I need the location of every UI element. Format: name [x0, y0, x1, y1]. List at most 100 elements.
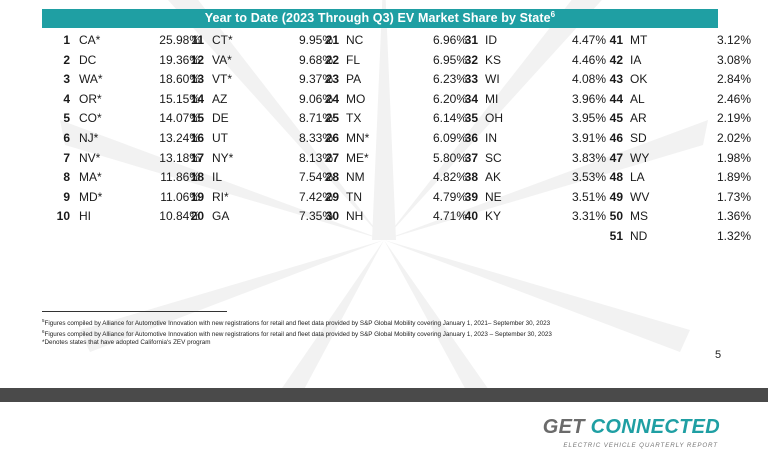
rank-number: 26: [325, 130, 339, 145]
market-share-value: 10.84%: [159, 209, 200, 224]
state-code: TN: [346, 189, 362, 204]
market-share-value: 15.15%: [159, 91, 200, 106]
market-share-value: 3.96%: [571, 91, 606, 106]
state-code: VT*: [212, 72, 233, 87]
market-share-value: 13.24%: [159, 130, 200, 145]
market-share-value: 9.95%: [298, 33, 333, 47]
state-code: PA: [346, 72, 362, 87]
rank-number: 8: [63, 170, 70, 185]
market-share-value: 19.36%: [159, 52, 200, 67]
rank-number: 44: [609, 91, 623, 106]
market-share-value: 6.96%: [432, 33, 467, 47]
table-title: Year to Date (2023 Through Q3) EV Market…: [204, 11, 551, 25]
market-share-value: 4.79%: [432, 189, 467, 204]
rank-number: 28: [325, 170, 339, 185]
rank-number: 22: [325, 52, 339, 67]
state-code: FL: [346, 52, 361, 67]
rank-number: 3: [63, 72, 70, 87]
market-share-value: 6.20%: [432, 91, 467, 106]
market-share-value: 7.42%: [298, 189, 333, 204]
state-code: KS: [485, 52, 502, 67]
state-code: AZ: [212, 91, 228, 106]
rank-number: 18: [190, 170, 204, 185]
rank-number: 19: [190, 189, 204, 204]
rank-number: 38: [464, 170, 478, 185]
rank-number: 41: [609, 33, 623, 47]
market-share-value: 6.14%: [432, 111, 467, 126]
footnote-6: 6Figures compiled by Alliance for Automo…: [42, 329, 552, 339]
rank-number: 23: [325, 72, 339, 87]
rank-number: 50: [609, 209, 623, 224]
rank-number: 13: [190, 72, 204, 87]
state-code: UT: [212, 130, 228, 145]
state-code: IL: [212, 170, 223, 185]
rank-number: 35: [464, 111, 478, 126]
market-share-value: 3.83%: [571, 150, 606, 165]
state-code: KY: [485, 209, 502, 224]
state-code: NE: [485, 189, 502, 204]
brand-name-part2: CONNECTED: [590, 416, 720, 438]
rank-number: 24: [325, 91, 339, 106]
state-code: MT: [630, 33, 648, 47]
market-share-value: 4.82%: [432, 170, 467, 185]
market-share-value: 4.47%: [571, 33, 606, 47]
state-code: SC: [485, 150, 502, 165]
footnote-zev: *Denotes states that have adopted Califo…: [42, 339, 211, 347]
footnote-5: 5Figures compiled by Alliance for Automo…: [42, 318, 551, 328]
rank-number: 42: [609, 52, 623, 67]
state-code: AR: [630, 111, 647, 126]
market-share-value: 1.32%: [716, 228, 751, 243]
rank-number: 40: [464, 209, 478, 224]
market-share-value: 2.84%: [716, 72, 751, 87]
market-share-value: 9.06%: [298, 91, 333, 106]
rank-number: 12: [190, 52, 204, 67]
market-share-value: 2.19%: [716, 111, 751, 126]
state-code: NM: [346, 170, 365, 185]
market-share-value: 9.37%: [298, 72, 333, 87]
market-share-value: 13.18%: [159, 150, 200, 165]
rank-number: 2: [63, 52, 70, 67]
footnotes: 5Figures compiled by Alliance for Automo…: [42, 317, 552, 347]
rank-number: 39: [464, 189, 478, 204]
state-code: WI: [485, 72, 500, 87]
rank-number: 47: [609, 150, 623, 165]
brand-name-part1: GET: [542, 416, 591, 438]
state-code: NC: [346, 33, 364, 47]
brand-logo: GET CONNECTED: [520, 416, 720, 439]
title-footnote-marker: 6: [550, 9, 556, 19]
rank-number: 6: [63, 130, 70, 145]
market-share-value: 3.95%: [571, 111, 606, 126]
market-share-value: 3.51%: [571, 189, 606, 204]
brand-tagline: ELECTRIC VEHICLE QUARTERLY REPORT: [563, 442, 718, 449]
rank-number: 7: [63, 150, 70, 165]
market-share-value: 4.46%: [571, 52, 606, 67]
state-code: SD: [630, 130, 647, 145]
state-code: HI: [79, 209, 91, 224]
market-share-value: 7.35%: [298, 209, 333, 224]
market-share-value: 3.31%: [571, 209, 606, 224]
state-code: MO: [346, 91, 366, 106]
market-share-value: 2.02%: [716, 130, 751, 145]
rank-number: 4: [63, 91, 70, 106]
market-share-value: 1.89%: [716, 170, 751, 185]
rank-number: 49: [609, 189, 623, 204]
state-code: MS: [630, 209, 648, 224]
market-share-value: 3.12%: [716, 33, 751, 47]
market-share-value: 1.73%: [716, 189, 751, 204]
market-share-value: 18.60%: [159, 72, 200, 87]
rank-number: 34: [464, 91, 478, 106]
rank-number: 9: [63, 189, 70, 204]
market-share-value: 25.98%: [159, 33, 200, 47]
state-code: DE: [212, 111, 229, 126]
market-share-value: 5.80%: [432, 150, 467, 165]
rank-number: 43: [609, 72, 623, 87]
state-code: ME*: [346, 150, 369, 165]
market-share-value: 9.68%: [298, 52, 333, 67]
state-code: AK: [485, 170, 502, 185]
market-share-value: 3.08%: [716, 52, 751, 67]
rank-number: 25: [325, 111, 339, 126]
state-code: AL: [630, 91, 645, 106]
state-code: DC: [79, 52, 97, 67]
page-number: 5: [715, 349, 722, 361]
rank-number: 29: [325, 189, 339, 204]
